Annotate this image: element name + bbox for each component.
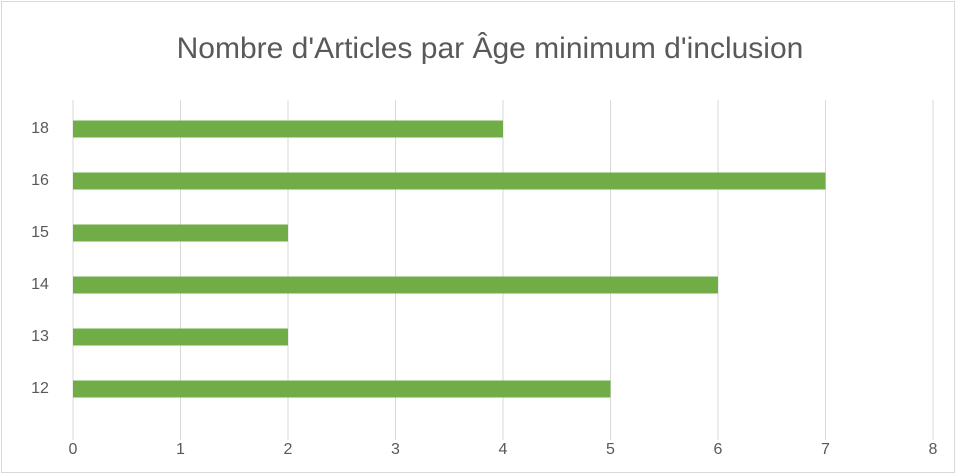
bar xyxy=(73,172,826,190)
bar xyxy=(73,380,611,398)
x-tick-label: 4 xyxy=(499,441,508,458)
x-tick-label: 2 xyxy=(284,441,293,458)
x-tick-label: 3 xyxy=(391,441,400,458)
y-tick-label: 14 xyxy=(31,276,49,293)
x-tick-label: 8 xyxy=(929,441,938,458)
y-tick-label: 16 xyxy=(31,172,49,189)
x-tick-label: 0 xyxy=(69,441,78,458)
bar xyxy=(73,120,503,138)
x-tick-label: 6 xyxy=(714,441,723,458)
chart-title: Nombre d'Articles par Âge minimum d'incl… xyxy=(177,32,804,65)
bar xyxy=(73,328,288,346)
y-tick-label: 13 xyxy=(31,328,49,345)
y-tick-label: 18 xyxy=(31,120,49,137)
bar xyxy=(73,276,718,294)
x-tick-label: 7 xyxy=(821,441,830,458)
x-tick-label: 1 xyxy=(176,441,185,458)
bar xyxy=(73,224,288,242)
x-tick-label: 5 xyxy=(606,441,615,458)
y-tick-label: 15 xyxy=(31,224,49,241)
y-tick-label: 12 xyxy=(31,380,49,397)
